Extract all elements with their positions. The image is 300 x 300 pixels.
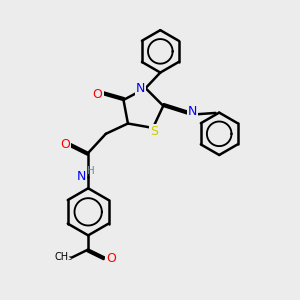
Text: N: N — [77, 170, 86, 183]
Text: O: O — [106, 252, 116, 266]
Text: H: H — [87, 166, 95, 176]
Text: O: O — [93, 88, 103, 100]
Text: S: S — [150, 125, 158, 138]
Text: O: O — [60, 138, 70, 151]
Text: N: N — [136, 82, 145, 95]
Text: CH₃: CH₃ — [55, 253, 73, 262]
Text: N: N — [188, 105, 197, 118]
